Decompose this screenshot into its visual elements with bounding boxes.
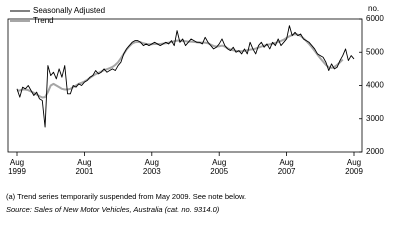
- chart: no. 2000 3000 4000 5000 6000 Seasonally Adjus…: [6, 4, 384, 214]
- legend-label: Seasonally Adjusted: [33, 6, 105, 15]
- x-tick-label: Aug 2005: [210, 158, 229, 176]
- x-tick-label: Aug 2009: [345, 158, 363, 176]
- plot-frame: [7, 18, 363, 153]
- source: Source: Sales of New Motor Vehicles, Aus…: [6, 205, 220, 214]
- x-tick-label: Aug 1999: [8, 158, 26, 176]
- y-axis-label: no.: [368, 4, 379, 13]
- series-line: [16, 25, 355, 128]
- x-tick-label: Aug 2003: [142, 158, 161, 176]
- plot: no. 2000 3000 4000 5000 6000 Seasonally Adjus…: [7, 4, 384, 156]
- y-tick-label: 5000: [366, 47, 384, 56]
- y-tick-label: 3000: [366, 114, 384, 123]
- x-tick-label: Aug 2007: [277, 158, 296, 176]
- footnote: (a) Trend series temporarily suspended f…: [6, 192, 247, 201]
- y-tick-label: 2000: [366, 147, 384, 156]
- legend-label: Trend: [33, 16, 54, 25]
- y-tick-label: 6000: [366, 14, 384, 23]
- x-tick-label: Aug 2001: [75, 158, 94, 176]
- series-line: [17, 33, 344, 99]
- y-tick-label: 4000: [366, 81, 384, 90]
